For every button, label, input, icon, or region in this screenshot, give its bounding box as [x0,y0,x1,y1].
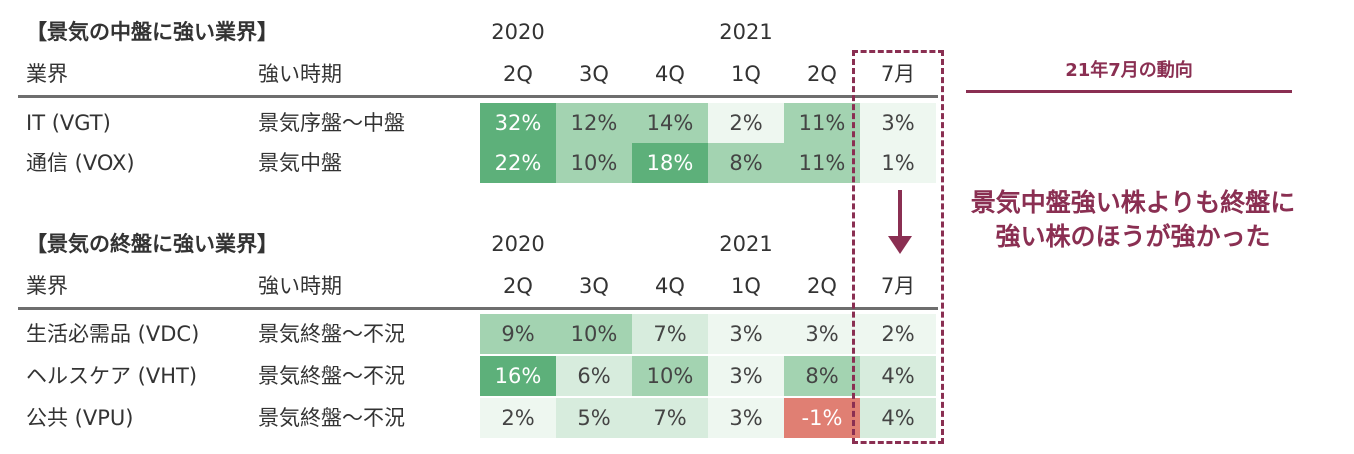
table2-header-rule [18,307,938,310]
table1-cell-r2-c4: 8% [708,143,784,183]
table1-cell-r1-c4: 2% [708,103,784,143]
table2-header-industry: 業界 [26,274,68,298]
table2-row2-period: 景気終盤～不況 [258,364,405,388]
table2-row3-industry: 公共 (VPU) [26,406,134,430]
side-title: 21年7月の動向 [1065,60,1193,81]
table1-col-header-6: 7月 [880,62,916,86]
table2-cell-r1-c2: 10% [556,314,632,354]
table2-cell-r3-c5: -1% [784,398,860,438]
table1-header-period: 強い時期 [258,62,342,86]
table1-header-industry: 業界 [26,62,68,86]
table1-cell-r2-c5: 11% [784,143,860,183]
table1-header-rule [18,95,938,98]
table2-col-header-1: 2Q [503,274,533,298]
table2-cell-r1-c5: 3% [784,314,860,354]
table1-col-header-4: 1Q [731,62,761,86]
table2-col-header-3: 4Q [655,274,685,298]
table1-cell-r2-c6: 1% [860,143,936,183]
table1-row1-industry: IT (VGT) [26,111,111,135]
table1-cell-r2-c1: 22% [480,143,556,183]
table1-col-header-1: 2Q [503,62,533,86]
table2-header-period: 強い時期 [258,274,342,298]
table2-cell-r3-c3: 7% [632,398,708,438]
table2-col-header-4: 1Q [731,274,761,298]
table2-cell-r2-c4: 3% [708,356,784,396]
table1-col-header-5: 2Q [807,62,837,86]
table2-title: 【景気の終盤に強い業界】 [26,232,278,256]
table2-cell-r3-c2: 5% [556,398,632,438]
table2-cell-r2-c3: 10% [632,356,708,396]
table2-cell-r3-c1: 2% [480,398,556,438]
table2-cell-r2-c2: 6% [556,356,632,396]
table2-row1-period: 景気終盤～不況 [258,322,405,346]
table2-row3-period: 景気終盤～不況 [258,406,405,430]
table1-cell-r2-c2: 10% [556,143,632,183]
table2-cell-r1-c1: 9% [480,314,556,354]
table1-row1-period: 景気序盤～中盤 [258,111,405,135]
table1-col-header-3: 4Q [655,62,685,86]
side-note: 景気中盤強い株よりも終盤に強い株のほうが強かった [970,188,1296,251]
table2-cell-r2-c6: 4% [860,356,936,396]
table2-col-header-5: 2Q [807,274,837,298]
table2-cell-r1-c3: 7% [632,314,708,354]
table2-row1-industry: 生活必需品 (VDC) [26,322,200,346]
table1-cell-r1-c2: 12% [556,103,632,143]
side-title-rule [966,90,1292,93]
table2-cell-r1-c4: 3% [708,314,784,354]
table1-year-2020: 2020 [491,20,545,44]
table1-col-header-2: 3Q [579,62,609,86]
table2-col-header-2: 3Q [579,274,609,298]
table2-cell-r3-c4: 3% [708,398,784,438]
table2-col-header-6: 7月 [880,274,916,298]
table1-cell-r1-c3: 14% [632,103,708,143]
table1-cell-r2-c3: 18% [632,143,708,183]
table1-title: 【景気の中盤に強い業界】 [26,20,278,44]
table1-cell-r1-c1: 32% [480,103,556,143]
july-highlight-box [852,50,944,444]
table2-year-2020: 2020 [491,232,545,256]
table1-row2-period: 景気中盤 [258,151,342,175]
table2-cell-r1-c6: 2% [860,314,936,354]
table1-cell-r1-c5: 11% [784,103,860,143]
table1-row2-industry: 通信 (VOX) [26,151,135,175]
table2-cell-r2-c1: 16% [480,356,556,396]
table2-cell-r3-c6: 4% [860,398,936,438]
table2-year-2021: 2021 [719,232,773,256]
table2-row2-industry: ヘルスケア (VHT) [26,364,198,388]
table1-year-2021: 2021 [719,20,773,44]
down-arrow-icon [888,190,912,254]
table1-cell-r1-c6: 3% [860,103,936,143]
table2-cell-r2-c5: 8% [784,356,860,396]
